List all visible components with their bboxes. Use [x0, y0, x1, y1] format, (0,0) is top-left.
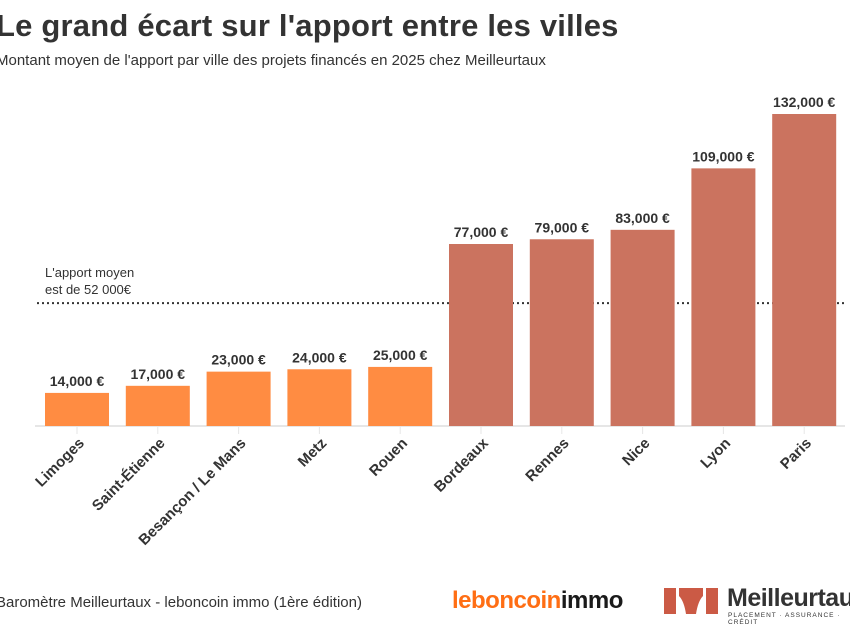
- bar-1: [125, 385, 190, 426]
- data-label: 23,000 €: [211, 352, 266, 368]
- leboncoin-immo-logo: leboncoinimmo: [452, 587, 623, 614]
- bar-2: [206, 371, 271, 426]
- x-tick-label: Bordeaux: [431, 434, 492, 495]
- bar-3: [287, 369, 352, 426]
- chart-subtitle: Montant moyen de l'apport par ville des …: [0, 52, 546, 69]
- bar-6: [529, 239, 594, 426]
- x-tick-label: Rennes: [522, 435, 572, 485]
- data-label: 79,000 €: [535, 219, 590, 235]
- x-tick-label: Rouen: [366, 435, 411, 480]
- x-tick-label: Metz: [295, 435, 331, 471]
- x-tick-label: Paris: [777, 435, 815, 473]
- bar-4: [368, 366, 433, 426]
- x-tick-label: Nice: [619, 435, 653, 469]
- bar-9: [772, 114, 837, 426]
- x-tick-label: Saint-Étienne: [89, 435, 169, 515]
- meilleurtaux-logo-text: Meilleurtaux: [727, 584, 850, 612]
- x-tick-label: Limoges: [32, 435, 88, 491]
- data-label: 83,000 €: [615, 210, 670, 226]
- bar-5: [449, 244, 513, 426]
- data-label: 14,000 €: [50, 373, 105, 389]
- bar-8: [691, 168, 756, 426]
- reference-label-line2: est de 52 000€: [45, 282, 132, 297]
- meilleurtaux-tagline: PLACEMENT · ASSURANCE · CRÉDIT: [728, 612, 841, 626]
- reference-label-line1: L'apport moyen: [45, 265, 134, 280]
- chart-title: Le grand écart sur l'apport entre les vi…: [0, 8, 619, 43]
- bar-7: [610, 229, 675, 426]
- data-label: 25,000 €: [373, 347, 428, 363]
- bar-0: [45, 392, 109, 426]
- data-label: 109,000 €: [692, 148, 754, 164]
- source-note: Baromètre Meilleurtaux - leboncoin immo …: [0, 594, 362, 611]
- meilleurtaux-logo-mark: [664, 588, 718, 614]
- data-label: 77,000 €: [454, 224, 509, 240]
- bar-chart: L'apport moyen est de 52 000€ 14,000 € Li…: [32, 94, 845, 549]
- x-tick-label: Lyon: [697, 435, 734, 472]
- data-label: 17,000 €: [131, 366, 186, 382]
- data-label: 132,000 €: [773, 94, 835, 110]
- data-label: 24,000 €: [292, 349, 347, 365]
